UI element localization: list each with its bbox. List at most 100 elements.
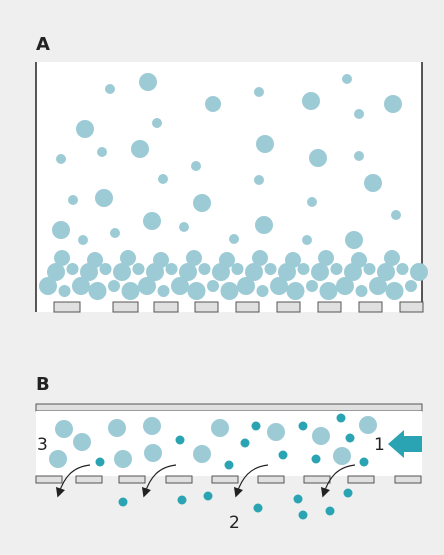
top-plate (36, 404, 422, 411)
particle (359, 416, 377, 434)
particle (191, 161, 201, 171)
particle (204, 492, 213, 501)
particle (158, 285, 170, 297)
particle (52, 221, 70, 239)
particle (221, 282, 239, 300)
diagram: A B 3 1 2 (0, 0, 444, 555)
panel-label: A (36, 34, 50, 55)
particle (364, 174, 382, 192)
slot (395, 476, 421, 483)
particle (95, 189, 113, 207)
particle (139, 73, 157, 91)
particle (193, 445, 211, 463)
particle (287, 282, 305, 300)
particle (97, 147, 107, 157)
particle (397, 263, 409, 275)
particle (306, 280, 318, 292)
particle (108, 419, 126, 437)
particle (307, 197, 317, 207)
particle (49, 450, 67, 468)
particle (257, 285, 269, 297)
particle (166, 263, 178, 275)
particle (152, 118, 162, 128)
particle (254, 175, 264, 185)
particle (120, 250, 136, 266)
particle (410, 263, 428, 281)
particle (68, 195, 78, 205)
particle (356, 285, 368, 297)
particle (241, 439, 250, 448)
particle (354, 151, 364, 161)
particle (176, 436, 185, 445)
slot (359, 302, 382, 312)
slot (166, 476, 192, 483)
particle (386, 282, 404, 300)
slot (258, 476, 284, 483)
particle (252, 422, 261, 431)
particle (254, 504, 263, 513)
particle (318, 250, 334, 266)
particle (179, 222, 189, 232)
particle (59, 285, 71, 297)
particle (320, 282, 338, 300)
particle (312, 455, 321, 464)
particle (256, 135, 274, 153)
particle (299, 511, 308, 520)
particle (299, 422, 308, 431)
particle (267, 423, 285, 441)
particle (96, 458, 105, 467)
particle (302, 92, 320, 110)
particle (312, 427, 330, 445)
particle (105, 84, 115, 94)
particle (255, 216, 273, 234)
particle (279, 451, 288, 460)
particle (331, 263, 343, 275)
particle (326, 507, 335, 516)
particle (294, 495, 303, 504)
particle (344, 489, 353, 498)
particle (158, 174, 168, 184)
marker-1: 1 (374, 435, 385, 455)
particle (333, 447, 351, 465)
particle (337, 414, 346, 423)
slot (154, 302, 178, 312)
particle (211, 419, 229, 437)
particle (225, 461, 234, 470)
particle (207, 280, 219, 292)
particle (391, 210, 401, 220)
particle (298, 263, 310, 275)
particle (89, 282, 107, 300)
particle (143, 417, 161, 435)
particle (76, 120, 94, 138)
particle (133, 263, 145, 275)
particle (252, 250, 268, 266)
particle (309, 149, 327, 167)
particle (54, 250, 70, 266)
slot (277, 302, 300, 312)
particle (188, 282, 206, 300)
particle (254, 87, 264, 97)
slot (304, 476, 330, 483)
particle (302, 235, 312, 245)
particle (345, 231, 363, 249)
slot (236, 302, 259, 312)
marker-3: 3 (37, 435, 48, 455)
particle (186, 250, 202, 266)
slot (400, 302, 423, 312)
particle (67, 263, 79, 275)
particle (384, 250, 400, 266)
particle (229, 234, 239, 244)
particle (122, 282, 140, 300)
slot (119, 476, 145, 483)
particle (110, 228, 120, 238)
particle (364, 263, 376, 275)
particle (119, 498, 128, 507)
slot (113, 302, 138, 312)
particle (342, 74, 352, 84)
particle (78, 235, 88, 245)
particle (346, 434, 355, 443)
particle (232, 263, 244, 275)
particle (178, 496, 187, 505)
particle (354, 109, 364, 119)
particle (360, 458, 369, 467)
